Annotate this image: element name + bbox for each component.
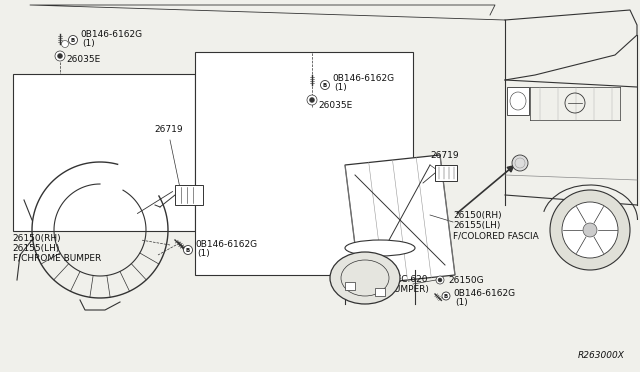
Text: R263000X: R263000X xyxy=(578,351,625,360)
Circle shape xyxy=(68,35,77,45)
Text: F/CHROME BUMPER: F/CHROME BUMPER xyxy=(13,254,101,263)
Circle shape xyxy=(55,51,65,61)
Text: 26150(RH): 26150(RH) xyxy=(453,211,502,220)
Circle shape xyxy=(61,41,68,48)
Circle shape xyxy=(442,292,450,300)
Text: B: B xyxy=(71,38,75,42)
Text: 26035E: 26035E xyxy=(66,55,100,64)
Text: (1): (1) xyxy=(455,298,468,307)
Circle shape xyxy=(550,190,630,270)
Circle shape xyxy=(562,202,618,258)
FancyBboxPatch shape xyxy=(195,52,413,275)
Circle shape xyxy=(583,223,597,237)
Circle shape xyxy=(436,276,444,284)
Text: 0B146-6162G: 0B146-6162G xyxy=(80,30,142,39)
Circle shape xyxy=(310,97,314,103)
FancyBboxPatch shape xyxy=(345,282,355,290)
Text: 26150(RH): 26150(RH) xyxy=(13,234,61,243)
Text: B: B xyxy=(444,294,448,298)
FancyBboxPatch shape xyxy=(507,87,529,115)
FancyBboxPatch shape xyxy=(13,74,195,231)
Ellipse shape xyxy=(330,252,400,304)
Text: 26719: 26719 xyxy=(154,125,182,134)
Text: 0B146-6162G: 0B146-6162G xyxy=(195,240,257,249)
Text: 26150G: 26150G xyxy=(448,276,484,285)
FancyBboxPatch shape xyxy=(375,288,385,296)
Ellipse shape xyxy=(345,240,415,256)
Text: F/COLORED FASCIA: F/COLORED FASCIA xyxy=(453,231,539,240)
Text: 0B146-6162G: 0B146-6162G xyxy=(332,74,394,83)
Circle shape xyxy=(184,246,193,254)
Circle shape xyxy=(321,80,330,90)
Text: 26155(LH): 26155(LH) xyxy=(453,221,500,230)
Text: SEE SEC.620: SEE SEC.620 xyxy=(370,275,428,284)
Circle shape xyxy=(307,95,317,105)
Text: (1): (1) xyxy=(197,249,210,258)
FancyBboxPatch shape xyxy=(175,185,203,205)
Text: 26719: 26719 xyxy=(430,151,459,160)
Circle shape xyxy=(438,278,442,282)
Polygon shape xyxy=(345,155,455,285)
Text: B: B xyxy=(186,247,190,253)
Text: (FR BUMPER): (FR BUMPER) xyxy=(370,285,429,294)
Text: B: B xyxy=(323,83,327,87)
Text: (1): (1) xyxy=(334,83,347,92)
Text: 0B146-6162G: 0B146-6162G xyxy=(453,289,515,298)
Text: 26155(LH): 26155(LH) xyxy=(13,244,60,253)
FancyBboxPatch shape xyxy=(435,165,457,181)
Text: (1): (1) xyxy=(82,39,95,48)
Text: 26035E: 26035E xyxy=(318,101,352,110)
Circle shape xyxy=(58,54,63,58)
Circle shape xyxy=(512,155,528,171)
